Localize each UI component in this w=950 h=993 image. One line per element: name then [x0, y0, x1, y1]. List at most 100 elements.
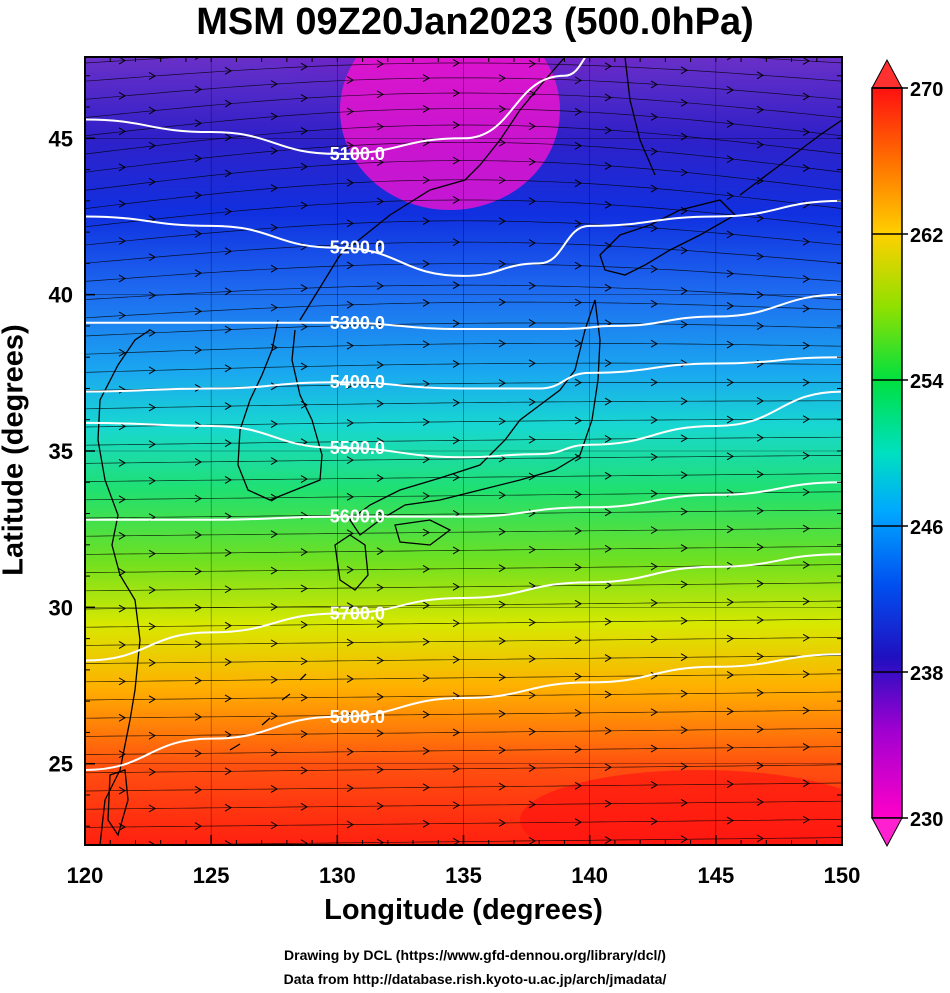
wind-arrow: [650, 671, 658, 680]
chart-title: MSM 09Z20Jan2023 (500.0hPa): [196, 1, 754, 43]
wind-arrow: [726, 340, 734, 349]
wind-arrow: [194, 57, 201, 61]
wind-arrow: [346, 565, 354, 574]
wind-arrow: [224, 247, 232, 256]
wind-arrow: [604, 508, 612, 517]
wind-arrow: [452, 121, 460, 129]
wind-arrow: [802, 743, 810, 751]
wind-arrow: [452, 473, 460, 482]
wind-arrow: [528, 691, 536, 700]
wind-arrow: [498, 491, 506, 500]
wind-arrow: [270, 639, 278, 648]
wind-arrow: [148, 476, 156, 485]
wind-arrow: [726, 155, 734, 164]
wind-arrow: [802, 341, 810, 350]
wind-arrow: [270, 264, 278, 273]
wind-arrow: [802, 706, 810, 715]
wind-arrow: [726, 302, 734, 310]
colorbar-tick-label: 238: [910, 663, 943, 685]
wind-arrow: [604, 690, 612, 699]
wind-arrow: [528, 654, 536, 663]
wind-arrow: [270, 184, 278, 192]
wind-arrow: [224, 548, 232, 557]
wind-arrow: [528, 197, 536, 206]
wind-arrow: [118, 458, 126, 467]
wind-arrow: [574, 781, 582, 790]
wind-arrow: [422, 819, 430, 828]
wind-arrow: [300, 620, 308, 629]
wind-arrow: [422, 74, 430, 83]
wind-arrow: [194, 603, 202, 612]
wind-arrow: [422, 710, 430, 719]
wind-arrow: [224, 585, 232, 594]
wind-arrow: [452, 156, 460, 165]
wind-arrow: [376, 197, 384, 206]
wind-arrow: [270, 112, 278, 121]
wind-arrow: [604, 162, 612, 170]
wind-arrow: [194, 346, 202, 354]
wind-arrow: [498, 105, 506, 113]
wind-arrow: [148, 440, 156, 449]
wind-arrow: [300, 693, 308, 702]
wind-arrow: [726, 269, 734, 278]
y-axis: 25 30 35 40 45: [49, 75, 842, 827]
contour-label: 5600.0: [330, 507, 385, 527]
contour-label: 5700.0: [330, 604, 385, 624]
wind-arrow: [346, 341, 354, 350]
contour-label: 5500.0: [330, 438, 385, 458]
credit-data: Data from http://database.rish.kyoto-u.a…: [283, 971, 667, 987]
wind-arrow: [726, 816, 734, 825]
wind-arrow: [346, 784, 354, 793]
wind-arrow: [194, 494, 202, 503]
wind-arrow: [422, 298, 430, 307]
x-tick-label: 120: [67, 863, 104, 888]
wind-arrow: [574, 818, 582, 827]
wind-arrow: [528, 319, 536, 327]
wind-arrow: [346, 747, 354, 756]
wind-arrow: [271, 49, 277, 56]
wind-arrow: [376, 802, 384, 810]
x-tick-label: 140: [571, 863, 608, 888]
wind-arrow: [528, 435, 536, 444]
wind-arrow: [574, 745, 582, 754]
wind-arrow: [726, 598, 734, 607]
wind-arrow: [802, 57, 810, 65]
wind-arrow: [574, 76, 582, 85]
wind-arrow: [498, 379, 506, 388]
wind-arrow: [574, 490, 582, 499]
wind-arrow: [498, 746, 506, 755]
contour-line: [85, 653, 842, 771]
wind-arrow: [194, 749, 202, 758]
wind-arrow: [680, 835, 688, 844]
wind-arrow: [346, 300, 354, 309]
contour-label: 5300.0: [330, 313, 385, 333]
contour-label: 5200.0: [330, 238, 385, 258]
wind-arrow: [422, 528, 430, 537]
wind-arrow: [756, 616, 764, 624]
colorbar-tick-label: 262: [910, 225, 943, 247]
wind-arrow: [194, 531, 202, 539]
wind-arrow: [376, 239, 384, 248]
wind-arrow: [118, 91, 126, 100]
y-axis-label: Latitude (degrees): [0, 324, 30, 576]
wind-arrow: [756, 252, 764, 261]
wind-arrow: [452, 398, 460, 407]
wind-arrow: [604, 126, 612, 135]
wind-arrow: [270, 821, 278, 830]
wind-arrow: [270, 748, 278, 757]
wind-arrow: [224, 287, 232, 296]
wind-arrow: [118, 57, 126, 65]
wind-arrow: [756, 322, 764, 330]
wind-arrow: [300, 584, 308, 593]
wind-arrow: [528, 122, 536, 131]
wind-arrow: [574, 107, 582, 116]
wind-arrow: [604, 581, 612, 590]
wind-arrow: [194, 676, 202, 685]
wind-arrow: [300, 94, 308, 102]
wind-arrow: [802, 815, 810, 824]
wind-arrow: [650, 184, 658, 193]
wind-arrow: [528, 281, 536, 290]
wind-arrow: [756, 725, 764, 734]
wind-arrow: [270, 146, 278, 155]
wind-arrow: [376, 399, 384, 408]
